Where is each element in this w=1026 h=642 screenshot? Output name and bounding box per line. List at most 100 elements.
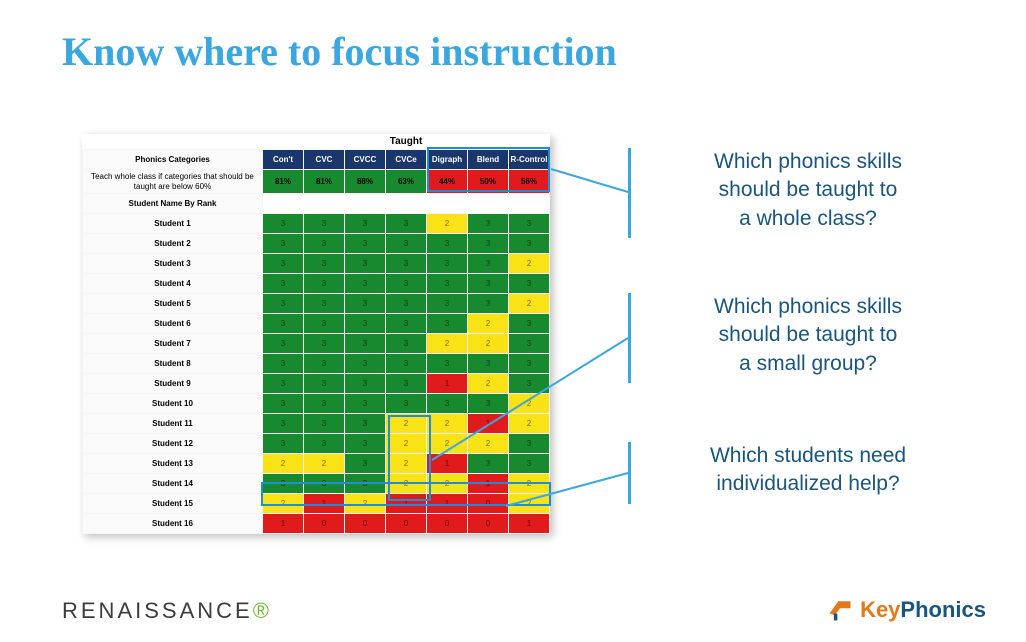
score-cell: 3 [304, 234, 345, 254]
footer: RENAISSANCE® KeyPhonics [0, 584, 1026, 624]
annotation-text: Which phonics skillsshould be taught toa… [648, 293, 968, 378]
score-cell: 2 [468, 334, 509, 354]
student-name: Student 2 [83, 234, 263, 254]
score-cell: 3 [345, 214, 386, 234]
table-row: Student 63333323 [83, 314, 550, 334]
score-cell: 3 [304, 474, 345, 494]
score-cell: 2 [304, 454, 345, 474]
student-name: Student 6 [83, 314, 263, 334]
score-cell: 3 [468, 294, 509, 314]
score-cell: 0 [386, 514, 427, 534]
annotation-text: Which students needindividualized help? [648, 442, 968, 499]
score-cell: 3 [345, 454, 386, 474]
score-cell: 3 [386, 274, 427, 294]
table-row: Student 33333332 [83, 254, 550, 274]
score-cell: 2 [386, 474, 427, 494]
student-name: Student 1 [83, 214, 263, 234]
phonics-heatmap: Taught Phonics CategoriesCon'tCVCCVCCCVC… [82, 134, 550, 534]
score-cell: 3 [304, 294, 345, 314]
score-cell: 2 [509, 414, 550, 434]
table-row: Student 43333333 [83, 274, 550, 294]
score-cell: 3 [345, 234, 386, 254]
score-cell: 3 [263, 254, 304, 274]
score-cell: 3 [427, 274, 468, 294]
summary-cell: 63% [386, 170, 427, 194]
score-cell: 3 [468, 274, 509, 294]
annotation-divider [628, 148, 631, 238]
score-cell: 3 [263, 414, 304, 434]
score-cell: 3 [468, 214, 509, 234]
score-cell: 3 [509, 434, 550, 454]
score-cell: 2 [509, 494, 550, 514]
score-cell: 3 [263, 294, 304, 314]
score-cell: 3 [263, 234, 304, 254]
score-cell: 0 [304, 514, 345, 534]
score-cell: 1 [509, 514, 550, 534]
score-cell: 3 [345, 314, 386, 334]
score-cell: 2 [427, 334, 468, 354]
score-cell: 3 [468, 354, 509, 374]
column-header: Blend [468, 150, 509, 170]
keyphonics-icon [826, 596, 854, 624]
score-cell: 3 [304, 314, 345, 334]
score-cell: 1 [263, 514, 304, 534]
column-header: CVCe [386, 150, 427, 170]
score-cell: 3 [345, 294, 386, 314]
table-row: Student 161000001 [83, 514, 550, 534]
summary-cell: 88% [345, 170, 386, 194]
score-cell: 1 [386, 494, 427, 514]
score-cell: 3 [263, 394, 304, 414]
table-row: Student 103333332 [83, 394, 550, 414]
phonics-categories-header: Phonics Categories [83, 150, 263, 170]
score-cell: 0 [468, 494, 509, 514]
score-cell: 0 [427, 514, 468, 534]
score-cell: 3 [386, 294, 427, 314]
renaissance-logo: RENAISSANCE® [62, 598, 272, 624]
score-cell: 3 [304, 394, 345, 414]
score-cell: 3 [345, 274, 386, 294]
score-cell: 3 [468, 454, 509, 474]
score-cell: 2 [427, 414, 468, 434]
column-header: CVC [304, 150, 345, 170]
score-cell: 1 [468, 474, 509, 494]
score-cell: 3 [386, 394, 427, 414]
table-row: Student 83333333 [83, 354, 550, 374]
score-cell: 3 [304, 434, 345, 454]
score-cell: 3 [345, 254, 386, 274]
score-cell: 3 [509, 214, 550, 234]
summary-cell: 50% [468, 170, 509, 194]
score-cell: 2 [263, 494, 304, 514]
score-cell: 3 [304, 414, 345, 434]
table-row: Student 113332212 [83, 414, 550, 434]
score-cell: 1 [427, 454, 468, 474]
score-cell: 2 [468, 374, 509, 394]
table-row: Student 123332223 [83, 434, 550, 454]
score-cell: 3 [509, 274, 550, 294]
taught-label: Taught [262, 134, 550, 149]
column-header: Con't [263, 150, 304, 170]
heatmap-table: Phonics CategoriesCon'tCVCCVCCCVCeDigrap… [82, 149, 550, 534]
score-cell: 3 [468, 234, 509, 254]
connector-line [551, 169, 628, 192]
score-cell: 3 [427, 314, 468, 334]
summary-cell: 44% [427, 170, 468, 194]
score-cell: 3 [304, 274, 345, 294]
annotation-divider [628, 442, 631, 504]
keyphonics-logo: KeyPhonics [826, 596, 986, 624]
score-cell: 3 [386, 334, 427, 354]
score-cell: 2 [263, 454, 304, 474]
score-cell: 3 [386, 374, 427, 394]
score-cell: 3 [263, 274, 304, 294]
score-cell: 3 [263, 474, 304, 494]
score-cell: 3 [304, 374, 345, 394]
score-cell: 3 [427, 234, 468, 254]
score-cell: 3 [345, 474, 386, 494]
column-header: R-Control [509, 150, 550, 170]
student-name: Student 8 [83, 354, 263, 374]
score-cell: 3 [386, 314, 427, 334]
table-row: Student 132232133 [83, 454, 550, 474]
score-cell: 1 [427, 494, 468, 514]
table-row: Student 73333223 [83, 334, 550, 354]
score-cell: 3 [304, 354, 345, 374]
student-name: Student 16 [83, 514, 263, 534]
